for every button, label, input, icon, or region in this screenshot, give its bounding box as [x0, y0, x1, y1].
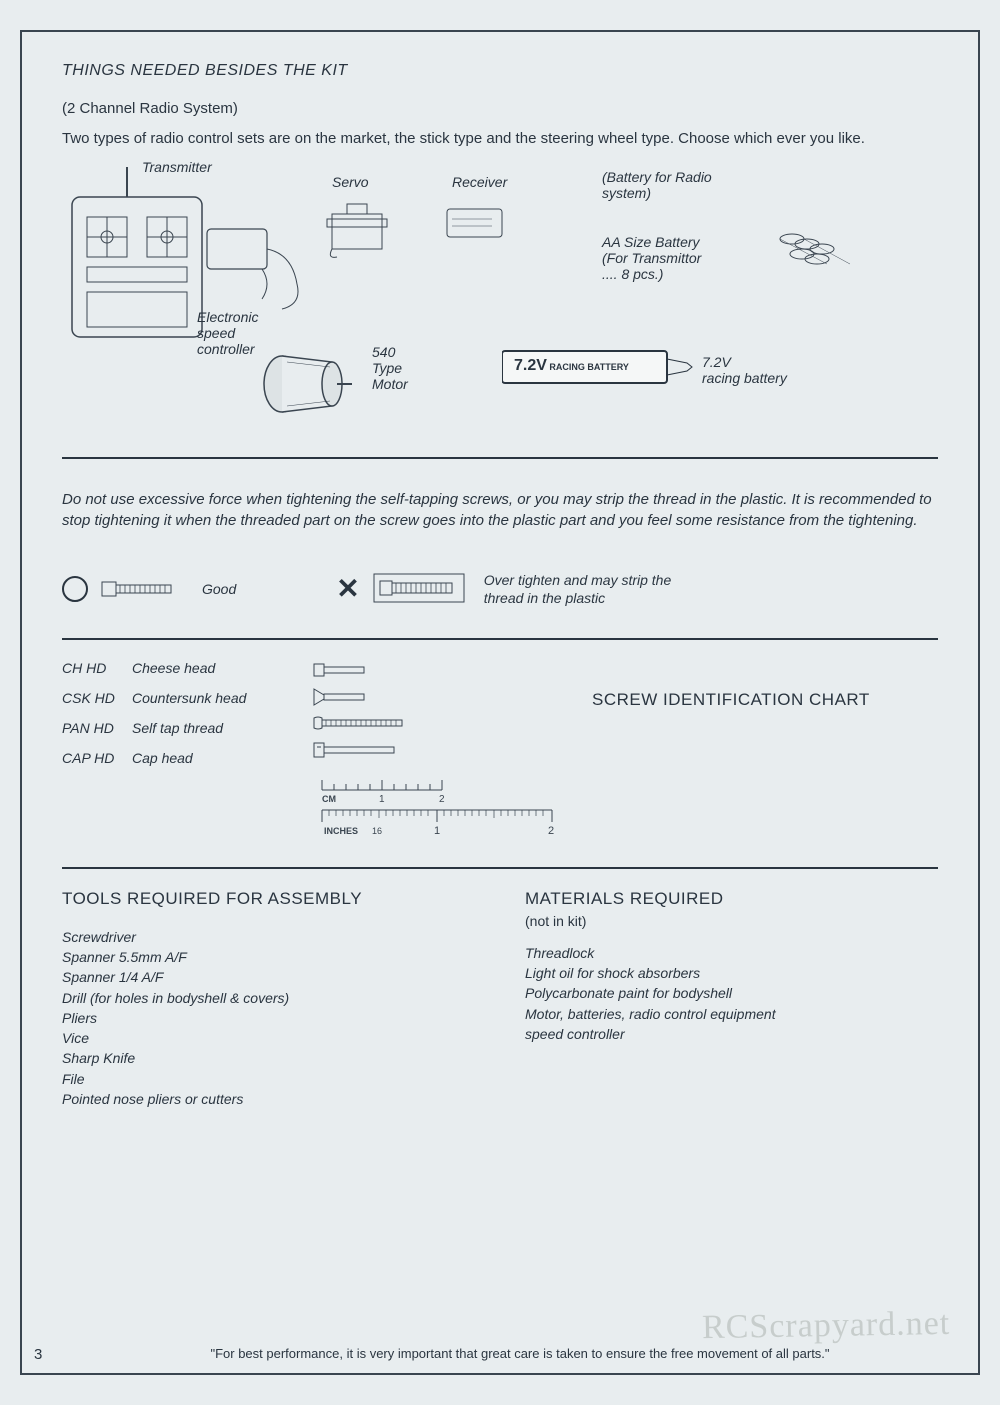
components-diagram: Transmitter Electronic speed controller — [62, 159, 938, 439]
racing-battery-label-2: racing battery — [702, 370, 787, 386]
divider — [62, 638, 938, 640]
footer-note: "For best performance, it is very import… — [122, 1346, 918, 1361]
svg-text:16: 16 — [372, 826, 382, 836]
materials-sub: (not in kit) — [525, 913, 938, 929]
svg-text:1: 1 — [379, 794, 385, 805]
intro-text: Two types of radio control sets are on t… — [62, 129, 938, 149]
divider — [62, 457, 938, 459]
cheese-head-icon — [312, 660, 442, 680]
list-item: Pointed nose pliers or cutters — [62, 1089, 475, 1109]
list-item: Pliers — [62, 1008, 475, 1028]
list-item: Light oil for shock absorbers — [525, 963, 938, 983]
motor-label-2: Type — [372, 360, 408, 376]
materials-heading: MATERIALS REQUIRED — [525, 889, 938, 909]
cap-head-icon — [312, 739, 442, 761]
battery-radio-label-1: (Battery for Radio — [602, 169, 712, 185]
esc-icon — [202, 224, 322, 314]
screw-illustrations: CM 1 2 INCHES 16 1 2 — [312, 660, 562, 847]
good-label: Good — [202, 580, 236, 598]
svg-text:2: 2 — [548, 825, 554, 837]
divider — [62, 867, 938, 869]
motor-label-3: Motor — [372, 376, 408, 392]
page-number: 3 — [34, 1346, 42, 1363]
aa-battery-label-3: .... 8 pcs.) — [602, 266, 701, 282]
racing-battery-label-1: 7.2V — [702, 354, 787, 370]
manual-page: THINGS NEEDED BESIDES THE KIT (2 Channel… — [20, 30, 980, 1375]
screw-good-icon — [100, 574, 190, 604]
aa-battery-label-1: AA Size Battery — [602, 234, 701, 250]
ruler-icon: CM 1 2 INCHES 16 1 2 — [312, 772, 562, 842]
aa-battery-label-2: (For Transmittor — [602, 250, 701, 266]
list-item: Spanner 1/4 A/F — [62, 967, 475, 987]
screw-name: Cap head — [132, 750, 193, 766]
esc-label-2: speed — [197, 325, 258, 341]
bad-mark-icon: ✕ — [336, 575, 359, 603]
list-item: Motor, batteries, radio control equipmen… — [525, 1004, 938, 1024]
servo-label: Servo — [332, 174, 369, 190]
svg-text:2: 2 — [439, 794, 445, 805]
screw-code: CAP HD — [62, 750, 132, 766]
watermark: RCScrapyard.net — [701, 1305, 950, 1347]
materials-list: Threadlock Light oil for shock absorbers… — [525, 943, 938, 1044]
list-item: Sharp Knife — [62, 1048, 475, 1068]
list-item: speed controller — [525, 1024, 938, 1044]
svg-text:1: 1 — [434, 825, 440, 837]
screw-type-list: CH HDCheese head CSK HDCountersunk head … — [62, 660, 282, 780]
materials-column: MATERIALS REQUIRED (not in kit) Threadlo… — [525, 889, 938, 1110]
motor-label-1: 540 — [372, 344, 408, 360]
countersunk-head-icon — [312, 685, 442, 707]
screw-name: Countersunk head — [132, 690, 246, 706]
warning-text: Do not use excessive force when tighteni… — [62, 489, 938, 531]
aa-batteries-icon — [772, 219, 872, 279]
svg-text:INCHES: INCHES — [324, 826, 358, 836]
battery-pack-text: RACING BATTERY — [547, 362, 629, 372]
screw-name: Cheese head — [132, 660, 215, 676]
selftap-icon — [312, 712, 442, 734]
svg-text:CM: CM — [322, 794, 336, 804]
screw-code: PAN HD — [62, 720, 132, 736]
good-mark-icon — [62, 576, 88, 602]
tools-heading: TOOLS REQUIRED FOR ASSEMBLY — [62, 889, 475, 909]
list-item: Threadlock — [525, 943, 938, 963]
section-title: THINGS NEEDED BESIDES THE KIT — [62, 62, 938, 80]
list-item: Screwdriver — [62, 927, 475, 947]
screw-name: Self tap thread — [132, 720, 223, 736]
screw-tightening-demo: Good ✕ Over tighten and may strip the th… — [62, 571, 938, 607]
screw-chart-heading: SCREW IDENTIFICATION CHART — [592, 690, 938, 710]
screw-bad-icon — [372, 572, 472, 606]
list-item: Drill (for holes in bodyshell & covers) — [62, 988, 475, 1008]
battery-radio-label-2: system) — [602, 185, 712, 201]
bottom-columns: TOOLS REQUIRED FOR ASSEMBLY Screwdriver … — [62, 889, 938, 1110]
motor-icon — [252, 344, 362, 424]
esc-label-3: controller — [197, 341, 258, 357]
screw-code: CSK HD — [62, 690, 132, 706]
battery-pack-illustration: 7.2V RACING BATTERY — [502, 349, 641, 383]
list-item: Polycarbonate paint for bodyshell — [525, 983, 938, 1003]
receiver-icon — [442, 204, 512, 244]
screw-code: CH HD — [62, 660, 132, 676]
list-item: Spanner 5.5mm A/F — [62, 947, 475, 967]
tools-column: TOOLS REQUIRED FOR ASSEMBLY Screwdriver … — [62, 889, 475, 1110]
list-item: Vice — [62, 1028, 475, 1048]
list-item: File — [62, 1069, 475, 1089]
receiver-label: Receiver — [452, 174, 507, 190]
tools-list: Screwdriver Spanner 5.5mm A/F Spanner 1/… — [62, 927, 475, 1110]
bad-label: Over tighten and may strip the thread in… — [484, 571, 714, 607]
screw-identification-section: CH HDCheese head CSK HDCountersunk head … — [62, 660, 938, 847]
servo-icon — [322, 199, 402, 259]
radio-subtitle: (2 Channel Radio System) — [62, 100, 938, 117]
